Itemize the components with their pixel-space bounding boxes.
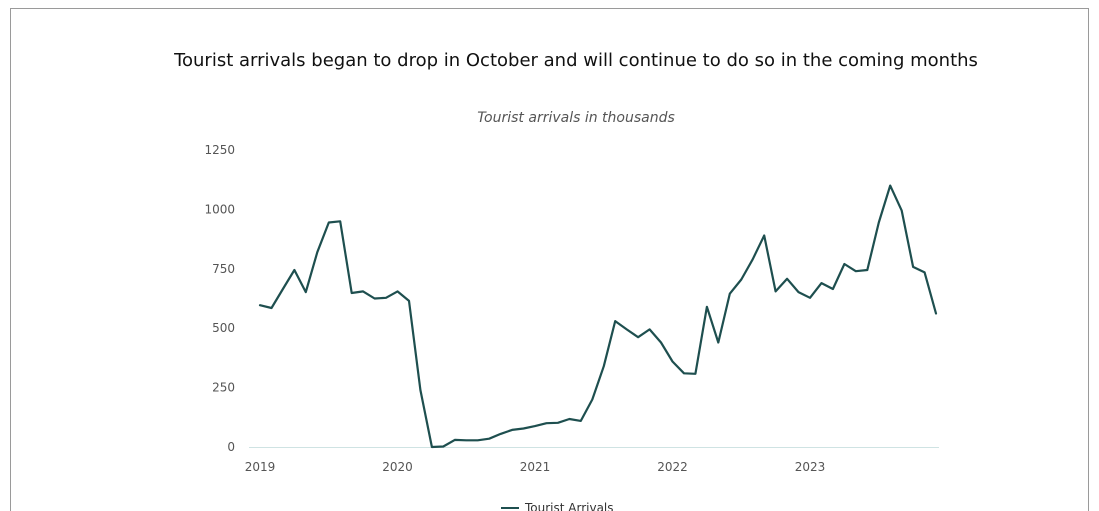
chart-title: Tourist arrivals began to drop in Octobe…	[174, 50, 978, 71]
x-tick-label: 2019	[245, 460, 276, 474]
y-tick-label: 1250	[204, 143, 235, 157]
x-tick-label: 2023	[795, 460, 826, 474]
y-tick-label: 0	[227, 440, 235, 454]
y-tick-label: 500	[212, 321, 235, 335]
x-tick-label: 2020	[382, 460, 413, 474]
y-tick-label: 250	[212, 381, 235, 395]
legend-label: Tourist Arrivals	[525, 501, 614, 511]
x-tick-label: 2021	[520, 460, 551, 474]
chart-subtitle: Tourist arrivals in thousands	[477, 110, 675, 126]
y-tick-label: 1000	[204, 202, 235, 216]
legend-swatch	[501, 507, 519, 509]
line-chart: 0 250 500 750 1000 1250 2019 2020 2021 2022 2023	[204, 143, 939, 474]
y-tick-label: 750	[212, 262, 235, 276]
series-line	[258, 184, 938, 449]
chart-legend: Tourist Arrivals	[501, 501, 614, 511]
x-tick-label: 2022	[657, 460, 688, 474]
chart-frame: Tourist arrivals began to drop in Octobe…	[10, 8, 1089, 511]
